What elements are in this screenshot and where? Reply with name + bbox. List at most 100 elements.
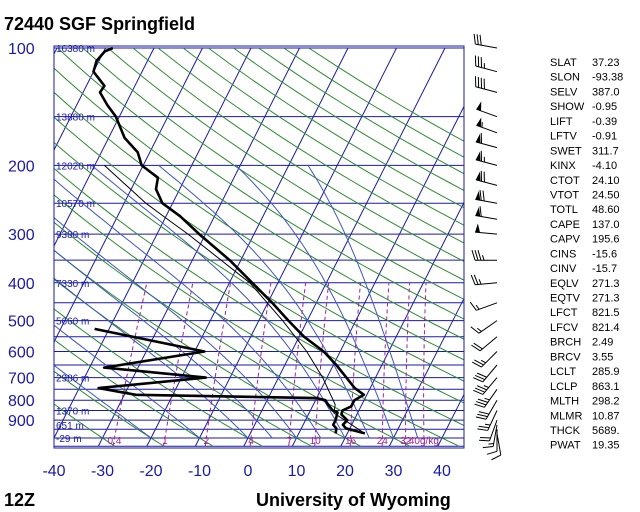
temperature-tick-label: 10 — [288, 463, 306, 480]
index-value: 387.0 — [592, 86, 620, 98]
index-name: VTOT — [550, 190, 579, 202]
index-name: BRCH — [550, 337, 581, 349]
wind-barb — [486, 429, 498, 455]
pressure-tick-label: 800 — [8, 393, 35, 410]
source-label: University of Wyoming — [256, 490, 451, 510]
plot-background — [54, 47, 464, 447]
dry-adiabat — [54, 67, 464, 340]
index-name: LCLT — [550, 366, 576, 378]
index-value: -4.10 — [592, 160, 617, 172]
wind-barb — [475, 189, 498, 204]
mixing-ratio-label: 16 — [345, 436, 357, 447]
index-name: CAPE — [550, 219, 580, 231]
index-value: -15.7 — [592, 263, 617, 275]
index-value: -0.39 — [592, 116, 617, 128]
temperature-line — [92, 46, 366, 435]
wind-barb — [477, 410, 498, 431]
isotherm-line — [97, 47, 300, 447]
wind-barb — [491, 433, 502, 461]
moist-adiabat — [54, 364, 152, 439]
wind-barb — [472, 351, 498, 368]
index-name: EQTV — [550, 293, 581, 305]
isotherm-line — [54, 47, 203, 344]
index-name: LCLP — [550, 381, 578, 393]
mixing-ratio-label: 40g/kg — [409, 436, 439, 447]
dry-adiabat — [54, 167, 464, 427]
wind-barb — [471, 336, 498, 352]
index-value: 285.9 — [592, 366, 620, 378]
height-label: 7330 m — [56, 279, 89, 290]
index-value: 5689. — [592, 425, 620, 437]
index-value: 821.4 — [592, 322, 620, 334]
stability-indices-table: SLAT 37.23 SLON -93.38 SELV 387.0 SHOW -0.95 LIF… — [550, 57, 623, 452]
mixing-ratio-line — [163, 282, 194, 447]
dry-adiabat — [308, 47, 464, 142]
dry-adiabat — [54, 370, 165, 447]
index-name: LIFT — [550, 116, 573, 128]
index-name: TOTL — [550, 204, 578, 216]
isotherm-line — [340, 201, 464, 447]
chart-title: 72440 SGF Springfield — [4, 14, 195, 34]
mixing-ratio-label: 4 — [248, 436, 254, 447]
wind-barb — [475, 170, 498, 186]
mixing-ratio-label: 32 — [400, 436, 412, 447]
index-value: 298.2 — [592, 396, 620, 408]
wind-barb — [476, 101, 498, 118]
wind-barb — [474, 55, 498, 73]
index-name: PWAT — [550, 440, 581, 452]
pressure-tick-label: 400 — [8, 276, 35, 293]
wind-barb — [470, 320, 498, 334]
index-value: 311.7 — [592, 145, 619, 157]
index-value: -93.38 — [592, 72, 623, 84]
index-value: 271.3 — [592, 293, 620, 305]
index-value: 24.10 — [592, 175, 620, 187]
pressure-tick-label: 300 — [8, 227, 35, 244]
wind-barb — [475, 206, 498, 220]
isotherm-line — [146, 47, 349, 447]
temperature-tick-label: -30 — [91, 463, 114, 480]
temperature-axis: -40 -30 -20 -10 0 10 20 30 40 — [42, 463, 451, 480]
pressure-tick-label: 900 — [8, 413, 35, 430]
moist-adiabat — [158, 165, 370, 439]
dry-adiabat — [283, 47, 464, 158]
dry-adiabat — [54, 308, 263, 447]
mixing-ratio-line — [423, 282, 427, 447]
dry-adiabat — [54, 278, 312, 447]
mixing-ratio-label: 24 — [377, 436, 389, 447]
wind-barb — [474, 76, 498, 93]
height-label: 16380 m — [56, 44, 95, 55]
wind-barbs — [469, 33, 502, 461]
isotherm-line — [243, 47, 446, 447]
wind-barb — [471, 250, 497, 261]
moist-adiabat — [54, 217, 297, 439]
isotherm-line — [54, 47, 155, 248]
moist-adiabat — [307, 165, 419, 439]
temperature-tick-label: -10 — [188, 463, 211, 480]
index-name: BRCV — [550, 351, 581, 363]
temperature-tick-label: 40 — [433, 463, 451, 480]
height-label: 12020 m — [56, 161, 95, 172]
index-name: SHOW — [550, 101, 585, 113]
dry-adiabat — [54, 116, 464, 382]
pressure-tick-label: 500 — [8, 314, 35, 331]
index-value: 24.50 — [592, 190, 620, 202]
dewpoint-line — [94, 327, 339, 434]
mixing-ratio-line — [405, 282, 411, 447]
index-name: CTOT — [550, 175, 580, 187]
plot-border — [53, 45, 465, 449]
index-value: 195.6 — [592, 234, 620, 246]
pressure-axis: 100 200 300 400 500 600 700 800 900 — [8, 41, 35, 430]
index-value: 3.55 — [592, 351, 613, 363]
index-value: 863.1 — [592, 381, 620, 393]
mixing-ratio-label: 10 — [310, 436, 322, 447]
index-name: SLAT — [550, 57, 577, 69]
wind-barb — [474, 389, 498, 408]
dry-adiabat — [54, 194, 460, 447]
dry-adiabat — [57, 47, 464, 320]
wind-barb — [475, 399, 498, 420]
index-value: 37.23 — [592, 57, 620, 69]
height-label: 1370 m — [56, 407, 89, 418]
wind-barb — [479, 420, 498, 442]
height-label: 10570 m — [56, 199, 95, 210]
